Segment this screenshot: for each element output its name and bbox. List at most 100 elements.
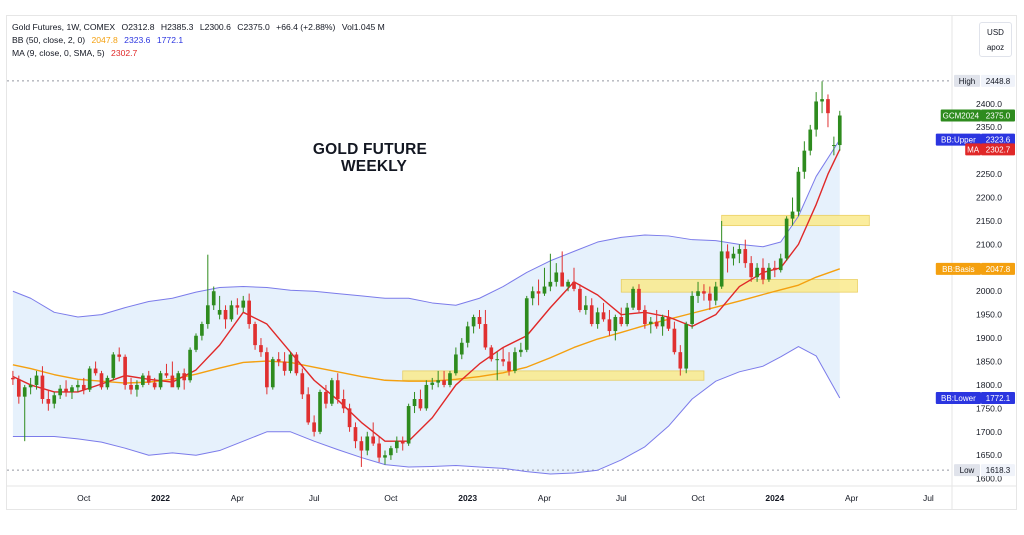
candle-body — [820, 99, 824, 102]
price-tag-value: 1772.1 — [986, 394, 1011, 403]
candle-body — [58, 388, 62, 396]
candle-body — [607, 319, 612, 332]
price-tick-label: 1700.0 — [976, 427, 1002, 437]
price-tag-name-box — [935, 392, 981, 405]
annotation-line-1: GOLD FUTURE — [312, 141, 428, 158]
candle-body — [223, 309, 228, 320]
price-tick-label: 2400.0 — [976, 99, 1002, 109]
candle-body — [194, 335, 198, 350]
legend-ma-value: 2302.7 — [111, 48, 138, 58]
candle-body — [489, 347, 494, 360]
candle-body — [306, 394, 311, 423]
candle-body — [530, 291, 535, 299]
currency-label: USD — [987, 28, 1004, 37]
candle-body — [772, 267, 777, 271]
candle-body — [767, 267, 771, 280]
candle-body — [400, 441, 405, 444]
time-tick-label: Oct — [77, 493, 91, 503]
ma-line — [12, 149, 841, 442]
time-tick-label: Jul — [616, 493, 627, 503]
time-tick-label: Apr — [845, 493, 858, 503]
candle-body — [200, 324, 204, 336]
candle-body — [123, 356, 127, 385]
candle-body — [784, 218, 789, 259]
candle-body — [111, 354, 116, 378]
candle-body — [359, 441, 364, 451]
bb-lower-line — [12, 346, 841, 475]
price-tag-value-box — [981, 109, 1015, 122]
legend-bb-upper: 2323.6 — [124, 35, 151, 45]
candle-body — [796, 171, 801, 212]
price-tag-name: GCM2024 — [943, 112, 980, 121]
candle-body — [519, 349, 523, 353]
candle-body — [719, 251, 724, 287]
candle-body — [105, 377, 110, 388]
candle-body — [601, 312, 606, 320]
candle-body — [690, 295, 694, 325]
candle-body — [702, 291, 706, 294]
candle-body — [672, 328, 677, 353]
currency-unit-button[interactable]: USD apoz — [979, 22, 1012, 57]
candle-body — [235, 305, 240, 308]
price-tag-name-box — [935, 133, 981, 146]
chart-frame: 1600.0 1650.0 1700.0 1750.0 1800.0 1850.0 1900… — [6, 15, 1017, 510]
candle-body — [282, 361, 287, 371]
candle-body — [666, 317, 671, 329]
legend-high: H2385.3 — [160, 22, 194, 32]
legend-open: O2312.8 — [121, 22, 155, 32]
candle-body — [294, 354, 299, 374]
legend-bb-basis: 2047.8 — [91, 35, 118, 45]
candle-body — [265, 352, 269, 388]
candle-body — [495, 359, 500, 361]
candle-body — [560, 272, 565, 287]
candle-body — [648, 321, 653, 325]
candle-body — [324, 391, 328, 404]
time-tick-label: Oct — [384, 493, 398, 503]
candle-body — [70, 387, 74, 392]
price-tag-value-box — [981, 133, 1015, 146]
candle-body — [725, 251, 730, 259]
candle-body — [524, 298, 529, 350]
candle-body — [631, 288, 635, 308]
candle-body — [418, 399, 423, 409]
candle-body — [501, 359, 505, 362]
candle-body — [152, 382, 157, 388]
candle-body — [802, 150, 807, 172]
time-tick-label: 2023 — [458, 493, 477, 503]
price-tag-name-box — [940, 109, 981, 122]
candle-body — [737, 249, 742, 254]
low-value-label: 1618.3 — [986, 466, 1011, 475]
legend-bb-row: BB (50, close, 2, 0) 2047.8 2323.6 1772.… — [12, 35, 187, 45]
candle-body — [270, 359, 275, 388]
candle-body — [347, 408, 352, 428]
price-tag-name: MA — [967, 145, 980, 154]
candle-body — [554, 272, 559, 282]
candle-body — [424, 384, 429, 409]
candle-body — [654, 321, 659, 327]
price-tag-name-box — [935, 262, 981, 275]
legend-symbol: Gold Futures, 1W, COMEX — [12, 22, 116, 32]
candle-body — [335, 380, 340, 399]
price-chart[interactable]: 1600.0 1650.0 1700.0 1750.0 1800.0 1850.0 1900… — [7, 16, 1016, 509]
candle-body — [247, 300, 251, 325]
candle-body — [217, 309, 222, 315]
candle-body — [684, 324, 689, 369]
candle-body — [135, 384, 139, 390]
candle-body — [377, 443, 381, 458]
legend-bb-lower: 1772.1 — [156, 35, 184, 45]
high-value-label: 2448.8 — [986, 77, 1011, 86]
candle-body — [129, 384, 133, 390]
candle-body — [507, 361, 511, 371]
time-tick-label: Apr — [538, 493, 551, 503]
time-tick-label: Jul — [309, 493, 320, 503]
candle-body — [778, 258, 783, 271]
candle-body — [188, 349, 192, 381]
candle-body — [81, 384, 86, 390]
candle-body — [46, 399, 51, 404]
candle-body — [117, 354, 122, 357]
candle-body — [637, 288, 641, 310]
candle-body — [589, 305, 594, 325]
candle-body — [229, 305, 234, 320]
legend-change: +66.4 (+2.88%) — [276, 22, 336, 32]
candle-body — [176, 373, 181, 388]
